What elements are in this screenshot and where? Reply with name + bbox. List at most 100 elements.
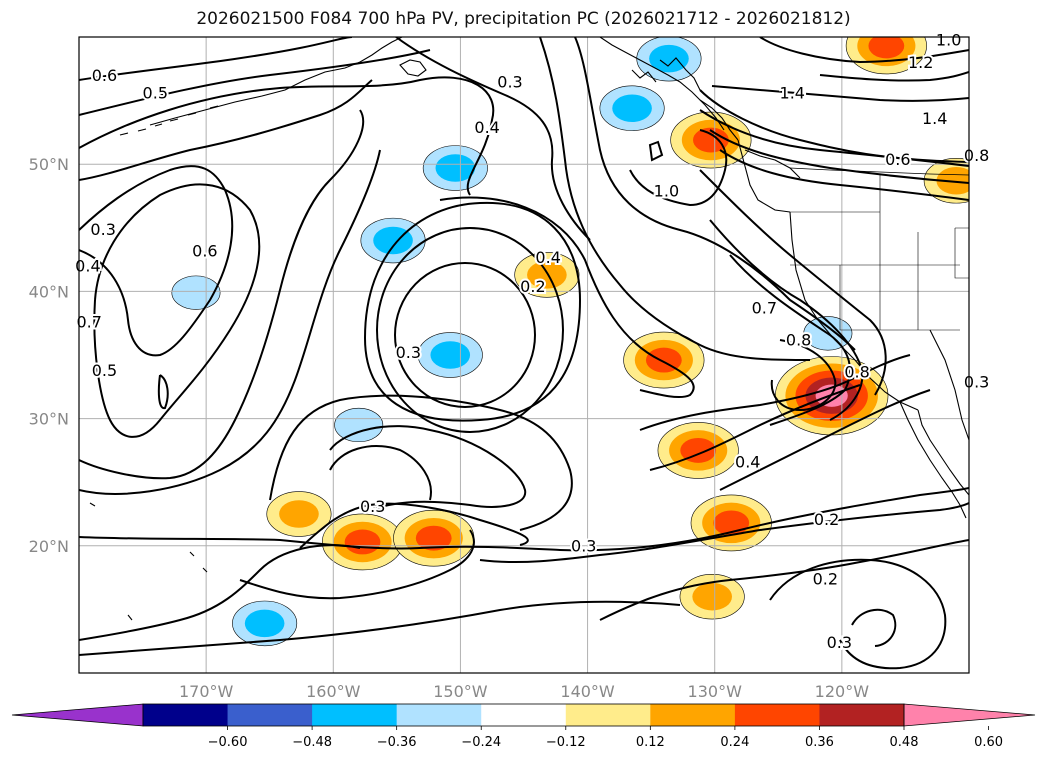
contour-value-label: 0.6 — [92, 66, 117, 85]
pv-contour — [79, 76, 495, 196]
pv-contour — [239, 529, 475, 600]
precip-area — [334, 407, 384, 443]
pv-contour — [79, 544, 361, 641]
pv-contour — [539, 37, 811, 361]
precip-level — [171, 275, 221, 310]
pv-contour — [629, 129, 728, 207]
colorbar-extend-high — [903, 703, 1036, 727]
precip-area — [679, 573, 745, 620]
contour-value-label: 0.4 — [474, 118, 499, 137]
precip-level — [692, 582, 732, 611]
colorbar-tick-label: −0.12 — [546, 735, 586, 750]
contour-value-label: 0.8 — [844, 362, 869, 381]
contour-value-label: 0.5 — [143, 84, 168, 103]
southeast-alaska-islands — [631, 57, 701, 91]
pv-contour — [699, 169, 887, 396]
contour-value-label: 0.3 — [497, 72, 522, 91]
pv-contour — [79, 49, 431, 116]
precip-level — [279, 500, 319, 528]
x-tick-label: 150°W — [433, 682, 488, 701]
colorbar-swatch — [481, 704, 567, 726]
contour-value-label: 1.0 — [654, 182, 679, 201]
contour-value-label: 0.7 — [76, 313, 101, 332]
pv-contour — [79, 600, 681, 656]
pv-contour — [395, 37, 591, 241]
precip-level — [612, 94, 652, 123]
precip-area — [422, 145, 488, 191]
contour-value-label: 0.3 — [360, 497, 385, 516]
colorbar-tick-label: 0.24 — [720, 735, 749, 750]
contour-value-label: 0.3 — [571, 537, 596, 556]
colorbar-tick-label: 0.12 — [636, 735, 665, 750]
precip-area — [657, 422, 739, 479]
precip-level — [527, 261, 567, 289]
colorbar-frame — [142, 703, 905, 727]
pv-contour — [711, 85, 969, 102]
contour-value-label: 0.2 — [814, 510, 839, 529]
contour-value-label: 0.6 — [192, 241, 217, 260]
contour-value-label: 0.3 — [964, 372, 989, 391]
pv-contour — [759, 37, 969, 64]
colorbar-swatch — [396, 704, 482, 726]
contour-value-label: 0.3 — [396, 343, 421, 362]
baja-california-coast — [899, 401, 967, 519]
contour-value-label: 0.8 — [786, 331, 811, 350]
precip-level — [430, 341, 471, 369]
contour-value-label: 1.2 — [908, 53, 933, 72]
pv-contour — [364, 201, 582, 422]
pv-contour — [574, 37, 856, 351]
precip-area — [514, 252, 580, 298]
precip-area — [393, 509, 475, 567]
x-tick-label: 120°W — [815, 682, 870, 701]
bc-island-coast — [699, 99, 801, 179]
pv-contour — [649, 384, 861, 471]
contour-value-label: 0.2 — [520, 277, 545, 296]
precip-area — [417, 332, 483, 378]
washington-oregon-coast — [737, 139, 791, 213]
pv-contour — [79, 37, 353, 81]
pv-contour — [329, 445, 432, 501]
pv-contour — [851, 608, 897, 647]
map-background — [79, 37, 969, 673]
pv-contour — [769, 558, 947, 670]
pv-contour — [599, 539, 969, 621]
kodiak-island — [399, 59, 427, 77]
pv-contour — [79, 79, 373, 181]
precip-level — [373, 226, 413, 255]
precip-area — [599, 85, 665, 131]
contour-value-label: 0.4 — [535, 248, 560, 267]
pv-contour — [439, 196, 695, 399]
precip-area — [266, 491, 332, 537]
contour-value-label: 0.4 — [75, 257, 100, 276]
contour-value-label: 0.6 — [885, 150, 910, 169]
pv-contour — [79, 109, 365, 480]
colorbar-swatch — [819, 704, 905, 726]
pv-contour — [729, 254, 851, 426]
contour-value-label: 1.0 — [936, 30, 961, 49]
x-tick-label: 130°W — [688, 682, 743, 701]
colorbar-swatch — [650, 704, 736, 726]
gridlines — [79, 37, 969, 673]
colorbar-swatch — [734, 704, 820, 726]
pv-contour — [394, 262, 536, 408]
precip-area — [690, 494, 772, 552]
pv-contour — [376, 227, 564, 433]
pv-contour — [819, 71, 969, 82]
colorbar-tick-label: 0.36 — [805, 735, 834, 750]
pv-contour — [719, 149, 969, 201]
colorbar: −0.60 −0.48 −0.36 −0.24 −0.12 0.12 0.24 0.36 0.4… — [11, 703, 1036, 750]
x-tick-label: 160°W — [306, 682, 361, 701]
precip-level — [693, 127, 729, 153]
colorbar-swatch — [143, 704, 229, 726]
pv-contour — [648, 140, 664, 162]
precip-area — [670, 111, 752, 169]
colorbar-tick-label: −0.24 — [461, 735, 501, 750]
colorbar-tick-label: 0.60 — [974, 735, 1003, 750]
contour-value-label: 0.8 — [964, 146, 989, 165]
gulf-of-california-coast — [917, 409, 969, 496]
precip-level — [244, 609, 285, 638]
pv-contours — [79, 37, 969, 670]
axis-tick-labels: 170°W 160°W 150°W 140°W 130°W 120°W 20°N 30°N 40… — [29, 155, 870, 701]
pv-contour — [709, 219, 864, 421]
precip-area — [845, 37, 927, 75]
